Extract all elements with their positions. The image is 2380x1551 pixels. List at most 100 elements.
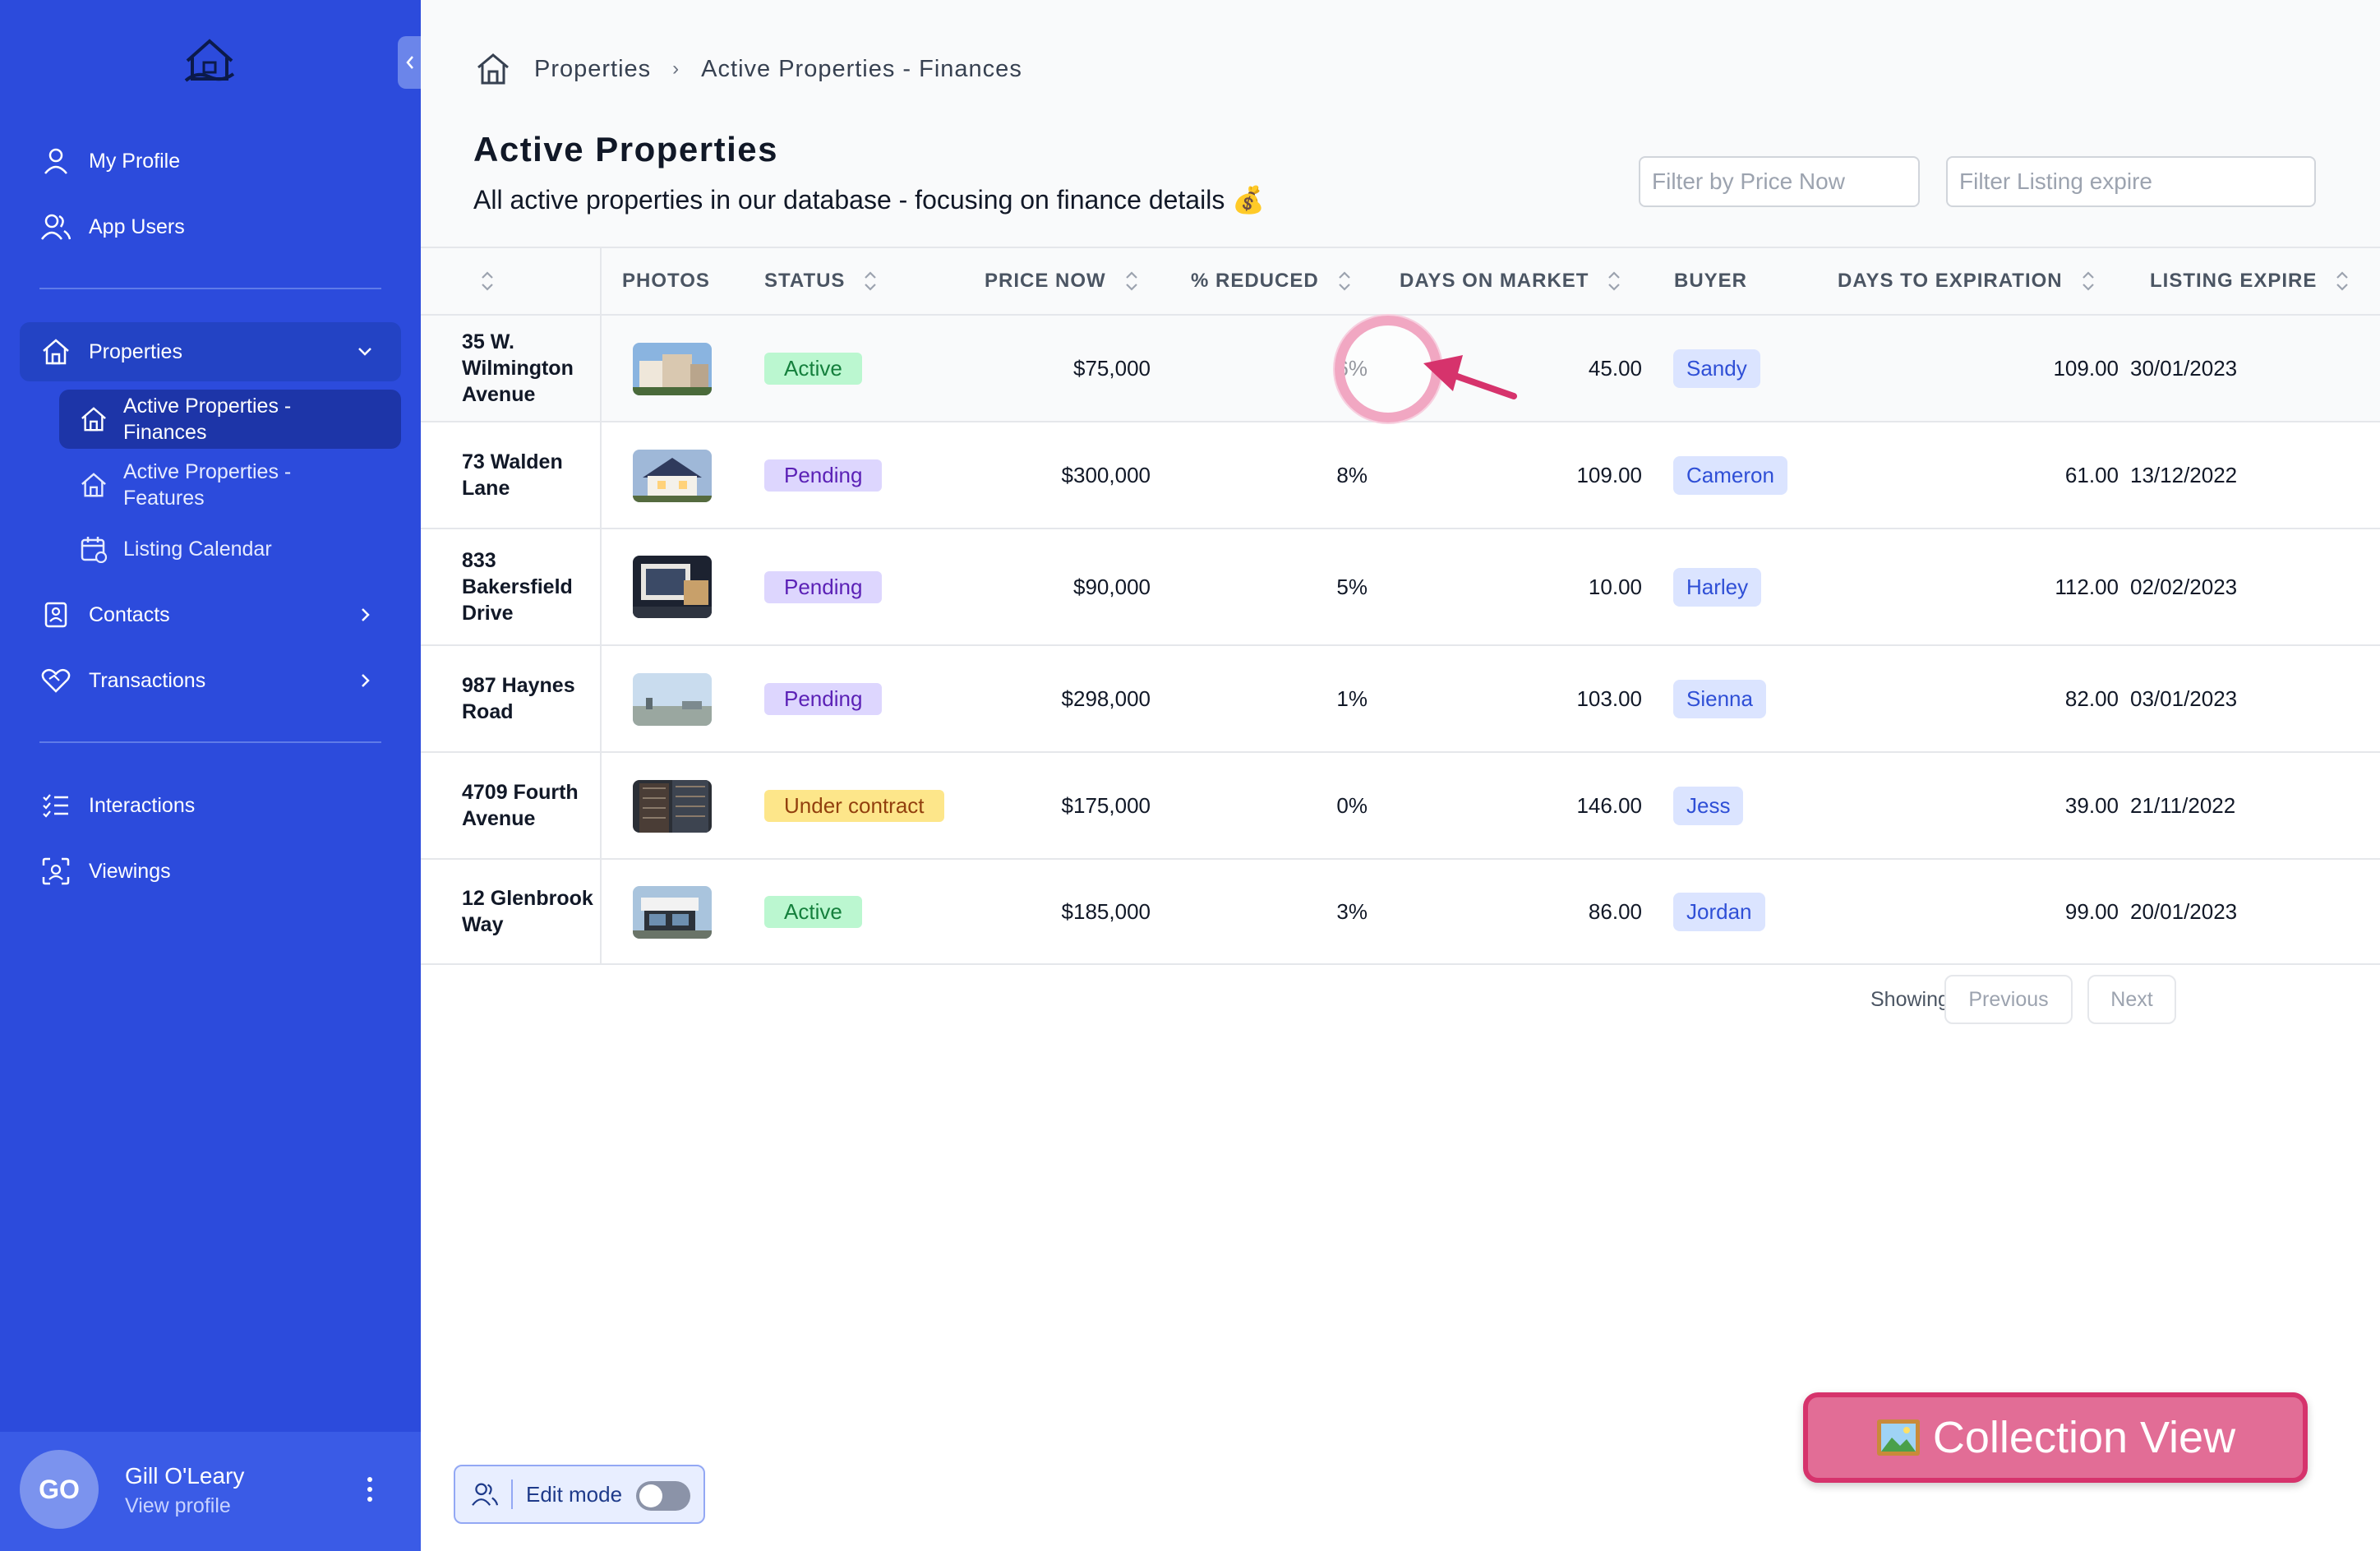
sort-icon (2082, 271, 2094, 291)
user-icon (39, 145, 72, 178)
breadcrumb-properties[interactable]: Properties (534, 55, 652, 82)
property-photo[interactable] (633, 673, 712, 726)
sidebar-item-features[interactable]: Active Properties - Features (59, 455, 401, 515)
address-cell[interactable]: 987 Haynes Road (462, 674, 575, 723)
buyer-cell: Sienna (1673, 646, 1766, 751)
sort-icon (1125, 271, 1137, 291)
sidebar-item-calendar[interactable]: Listing Calendar (59, 523, 401, 575)
reduced-cell: 1% (1336, 685, 1368, 711)
header-label: PRICE NOW (985, 270, 1106, 292)
table-row[interactable]: 833 Bakersfield Drive Pending $90,000 5%… (421, 529, 2380, 646)
nav-label: Transactions (89, 668, 206, 692)
buyer-tag[interactable]: Harley (1673, 567, 1762, 607)
buyer-tag[interactable]: Cameron (1673, 455, 1787, 495)
house-logo-icon[interactable] (181, 36, 238, 89)
nav-contacts[interactable]: Contacts (20, 585, 401, 644)
page-subtitle: All active properties in our database - … (473, 185, 1266, 215)
previous-button[interactable]: Previous (1944, 975, 2073, 1024)
column-divider (600, 646, 602, 751)
header-price-now[interactable]: PRICE NOW (985, 248, 1139, 314)
header-days-on-market[interactable]: DAYS ON MARKET (1400, 248, 1621, 314)
more-options-icon[interactable] (362, 1473, 378, 1506)
nav-transactions[interactable]: Transactions (20, 651, 401, 710)
header-listing-expire[interactable]: LISTING EXPIRE (2150, 248, 2350, 314)
buyer-cell: Harley (1673, 529, 1762, 644)
status-cell: Pending (764, 646, 883, 751)
nav-label: My Profile (89, 149, 181, 173)
reduced-cell: 5% (1336, 574, 1368, 599)
table-row[interactable]: 12 Glenbrook Way Active $185,000 3% 86.0… (421, 860, 2380, 965)
sort-icon (2336, 271, 2349, 291)
nav-viewings[interactable]: Viewings (20, 842, 401, 901)
sort-icon (1338, 271, 1350, 291)
property-photo[interactable] (633, 886, 712, 939)
price-cell: $300,000 (1061, 462, 1151, 487)
avatar[interactable]: GO (20, 1450, 99, 1529)
address-cell[interactable]: 73 Walden Lane (462, 450, 563, 500)
collection-view-button[interactable]: Collection View (1803, 1392, 2308, 1483)
days-on-market-cell: 103.00 (1576, 685, 1642, 711)
property-photo[interactable] (633, 780, 712, 833)
buyer-tag[interactable]: Jordan (1673, 892, 1765, 931)
days-to-expiration-cell: 82.00 (2064, 685, 2119, 711)
status-cell: Under contract (764, 753, 944, 858)
property-photo[interactable] (633, 556, 712, 618)
header-status[interactable]: STATUS (764, 248, 878, 314)
collapse-sidebar-button[interactable] (398, 36, 422, 89)
buyer-cell: Cameron (1673, 422, 1787, 528)
property-photo[interactable] (633, 450, 712, 502)
home-icon[interactable] (475, 51, 511, 87)
calendar-icon (77, 533, 110, 565)
user-name: Gill O'Leary (125, 1463, 245, 1489)
user-profile-bar[interactable]: GO Gill O'Leary View profile (0, 1432, 421, 1551)
reduced-cell: 3% (1336, 898, 1368, 924)
divider (511, 1479, 513, 1509)
edit-mode-switch[interactable] (636, 1481, 690, 1511)
buyer-cell: Jess (1673, 753, 1744, 858)
reduced-cell: 8% (1336, 462, 1368, 487)
home-icon (77, 469, 110, 501)
table-row[interactable]: 73 Walden Lane Pending $300,000 8% 109.0… (421, 422, 2380, 529)
address-cell[interactable]: 12 Glenbrook Way (462, 887, 593, 936)
buyer-tag[interactable]: Sandy (1673, 349, 1760, 388)
price-cell: $75,000 (1073, 355, 1151, 381)
nav-app-users[interactable]: App Users (20, 197, 401, 256)
buyer-tag[interactable]: Sienna (1673, 679, 1766, 718)
buyer-cell: Jordan (1673, 860, 1765, 963)
table-row[interactable]: 4709 Fourth Avenue Under contract $175,0… (421, 753, 2380, 860)
column-divider (600, 753, 602, 858)
home-icon (39, 335, 72, 368)
sidebar-divider (39, 288, 381, 289)
header-reduced[interactable]: % REDUCED (1191, 248, 1352, 314)
status-badge: Pending (764, 459, 883, 492)
users-icon (39, 210, 72, 243)
page-title: Active Properties (473, 130, 778, 168)
page-header: Properties › Active Properties - Finance… (421, 0, 2380, 247)
days-on-market-cell: 109.00 (1576, 462, 1642, 487)
column-divider (600, 529, 602, 644)
table-row[interactable]: 987 Haynes Road Pending $298,000 1% 103.… (421, 646, 2380, 753)
sidebar-item-finances[interactable]: Active Properties - Finances (59, 390, 401, 449)
column-divider (600, 316, 602, 421)
next-button[interactable]: Next (2087, 975, 2176, 1024)
status-badge: Under contract (764, 789, 944, 822)
sort-address-button[interactable] (480, 248, 495, 314)
edit-mode-toggle[interactable]: Edit mode (454, 1465, 705, 1524)
address-cell[interactable]: 35 W. Wilmington Avenue (462, 330, 574, 406)
buyer-tag[interactable]: Jess (1673, 786, 1744, 825)
address-cell[interactable]: 4709 Fourth Avenue (462, 781, 579, 830)
filter-expire-input[interactable] (1946, 156, 2316, 207)
filter-price-input[interactable] (1639, 156, 1920, 207)
address-cell[interactable]: 833 Bakersfield Drive (462, 549, 573, 625)
status-badge: Active (764, 895, 862, 928)
nav-interactions[interactable]: Interactions (20, 776, 401, 835)
view-profile-link[interactable]: View profile (125, 1494, 231, 1517)
status-cell: Active (764, 860, 862, 963)
header-label: DAYS TO EXPIRATION (1838, 270, 2063, 292)
status-badge: Active (764, 352, 862, 385)
nav-properties[interactable]: Properties (20, 322, 401, 381)
nav-my-profile[interactable]: My Profile (20, 132, 401, 191)
header-days-to-expiration[interactable]: DAYS TO EXPIRATION (1838, 248, 2096, 314)
breadcrumb: Properties › Active Properties - Finance… (475, 51, 1022, 87)
property-photo[interactable] (633, 343, 712, 395)
